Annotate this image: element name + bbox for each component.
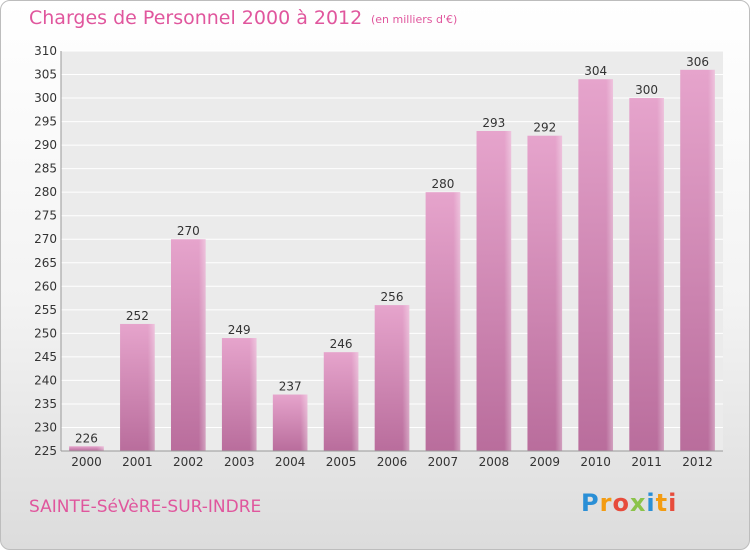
bar-highlight	[425, 192, 461, 452]
x-tick-label: 2010	[580, 455, 611, 469]
bar-highlight	[272, 394, 308, 451]
bar-value-label: 246	[330, 337, 353, 351]
x-tick-label: 2000	[71, 455, 102, 469]
y-tick-label: 280	[34, 185, 57, 199]
x-tick-label: 2009	[529, 455, 560, 469]
y-tick-label: 245	[34, 350, 57, 364]
y-tick-label: 295	[34, 115, 57, 129]
bar-highlight	[476, 131, 512, 451]
x-tick-label: 2005	[326, 455, 357, 469]
bar-value-label: 304	[584, 64, 607, 78]
chart-unit: (en milliers d'€)	[371, 13, 458, 26]
bar-value-label: 249	[228, 323, 251, 337]
y-tick-label: 265	[34, 256, 57, 270]
x-tick-label: 2006	[377, 455, 408, 469]
y-tick-label: 250	[34, 326, 57, 340]
bar-value-label: 256	[381, 290, 404, 304]
x-tick-label: 2002	[173, 455, 204, 469]
y-tick-label: 230	[34, 420, 57, 434]
bar-highlight	[323, 352, 359, 451]
bar-highlight	[374, 305, 410, 451]
y-tick-label: 255	[34, 303, 57, 317]
bar-highlight	[221, 338, 257, 451]
bar-highlight	[629, 98, 664, 451]
bar-highlight	[527, 135, 563, 452]
bar-highlight	[170, 239, 206, 451]
y-tick-label: 235	[34, 397, 57, 411]
bar-highlight	[578, 79, 614, 451]
y-tick-label: 300	[34, 91, 57, 105]
bar-value-label: 270	[177, 224, 200, 238]
axis-layer: 225 230 235 240 245 250 255 260 265 270 275 280 285 2…	[34, 44, 723, 469]
y-tick-label: 275	[34, 209, 57, 223]
y-tick-label: 260	[34, 279, 57, 293]
bar-value-label: 252	[126, 309, 149, 323]
x-tick-label: 2008	[479, 455, 510, 469]
x-tick-label: 2003	[224, 455, 255, 469]
bar-highlight	[69, 446, 104, 451]
x-tick-label: 2007	[428, 455, 459, 469]
y-tick-label: 270	[34, 232, 57, 246]
x-tick-label: 2011	[631, 455, 662, 469]
brand-logo: Proxiti	[581, 489, 678, 517]
y-tick-label: 240	[34, 373, 57, 387]
y-tick-label: 285	[34, 162, 57, 176]
bar-value-label: 237	[279, 380, 302, 394]
y-tick-label: 225	[34, 444, 57, 458]
bar-highlight	[680, 69, 715, 451]
bar-value-label: 280	[431, 177, 454, 191]
x-tick-label: 2001	[122, 455, 153, 469]
chart-title: Charges de Personnel 2000 à 2012	[29, 7, 363, 29]
y-tick-label: 305	[34, 68, 57, 82]
bar-value-label: 300	[635, 83, 658, 97]
bar-value-label: 293	[482, 116, 505, 130]
bar-value-label: 292	[533, 121, 556, 135]
bar-value-label: 226	[75, 431, 98, 445]
bar-highlight	[120, 323, 155, 451]
x-tick-label: 2012	[682, 455, 713, 469]
bars-layer	[69, 69, 715, 452]
y-tick-label: 310	[34, 44, 57, 58]
x-tick-label: 2004	[275, 455, 306, 469]
y-tick-label: 290	[34, 138, 57, 152]
labels-layer: 226 252 270 249 237 246 256 280 293 292 304 300 306	[75, 55, 709, 445]
bar-value-label: 306	[686, 55, 709, 69]
city-name: SAINTE-SéVèRE-SUR-INDRE	[29, 497, 262, 517]
